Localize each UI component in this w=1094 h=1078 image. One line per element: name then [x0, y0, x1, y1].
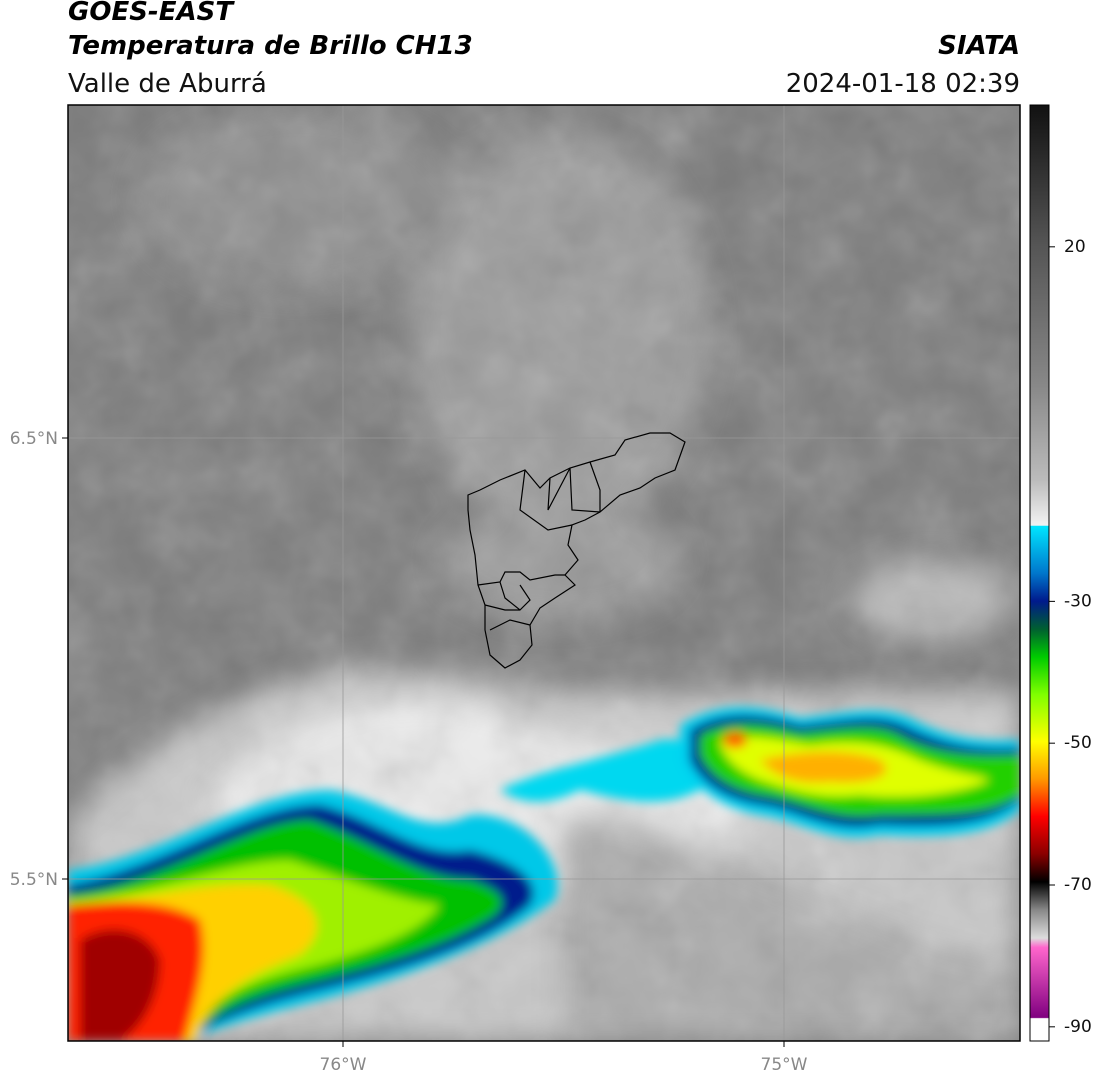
lat-label: 6.5°N	[10, 429, 58, 449]
municipal-boundaries	[467, 432, 686, 669]
source: SIATA	[938, 31, 1020, 61]
title: GOES-EAST	[68, 0, 235, 27]
colorbar	[1029, 104, 1050, 1042]
region: Valle de Aburrá	[68, 69, 267, 99]
colorbar-tick-label: -50	[1064, 733, 1092, 753]
colorbar-tick-label: 20	[1064, 237, 1086, 257]
timestamp: 2024-01-18 02:39	[786, 69, 1020, 99]
colorbar-ticks: 20 -30 -50 -70 -90	[1049, 237, 1092, 1037]
lat-label: 5.5°N	[10, 870, 58, 890]
lon-label: 76°W	[320, 1055, 367, 1075]
colorbar-tick-label: -90	[1064, 1017, 1092, 1037]
lon-label: 75°W	[761, 1055, 808, 1075]
satellite-image	[68, 105, 1020, 1041]
colorbar-tick-label: -30	[1064, 591, 1092, 611]
subtitle: Temperatura de Brillo CH13	[68, 31, 473, 61]
colorbar-tick-label: -70	[1064, 875, 1092, 895]
map-frame	[67, 104, 1021, 1042]
